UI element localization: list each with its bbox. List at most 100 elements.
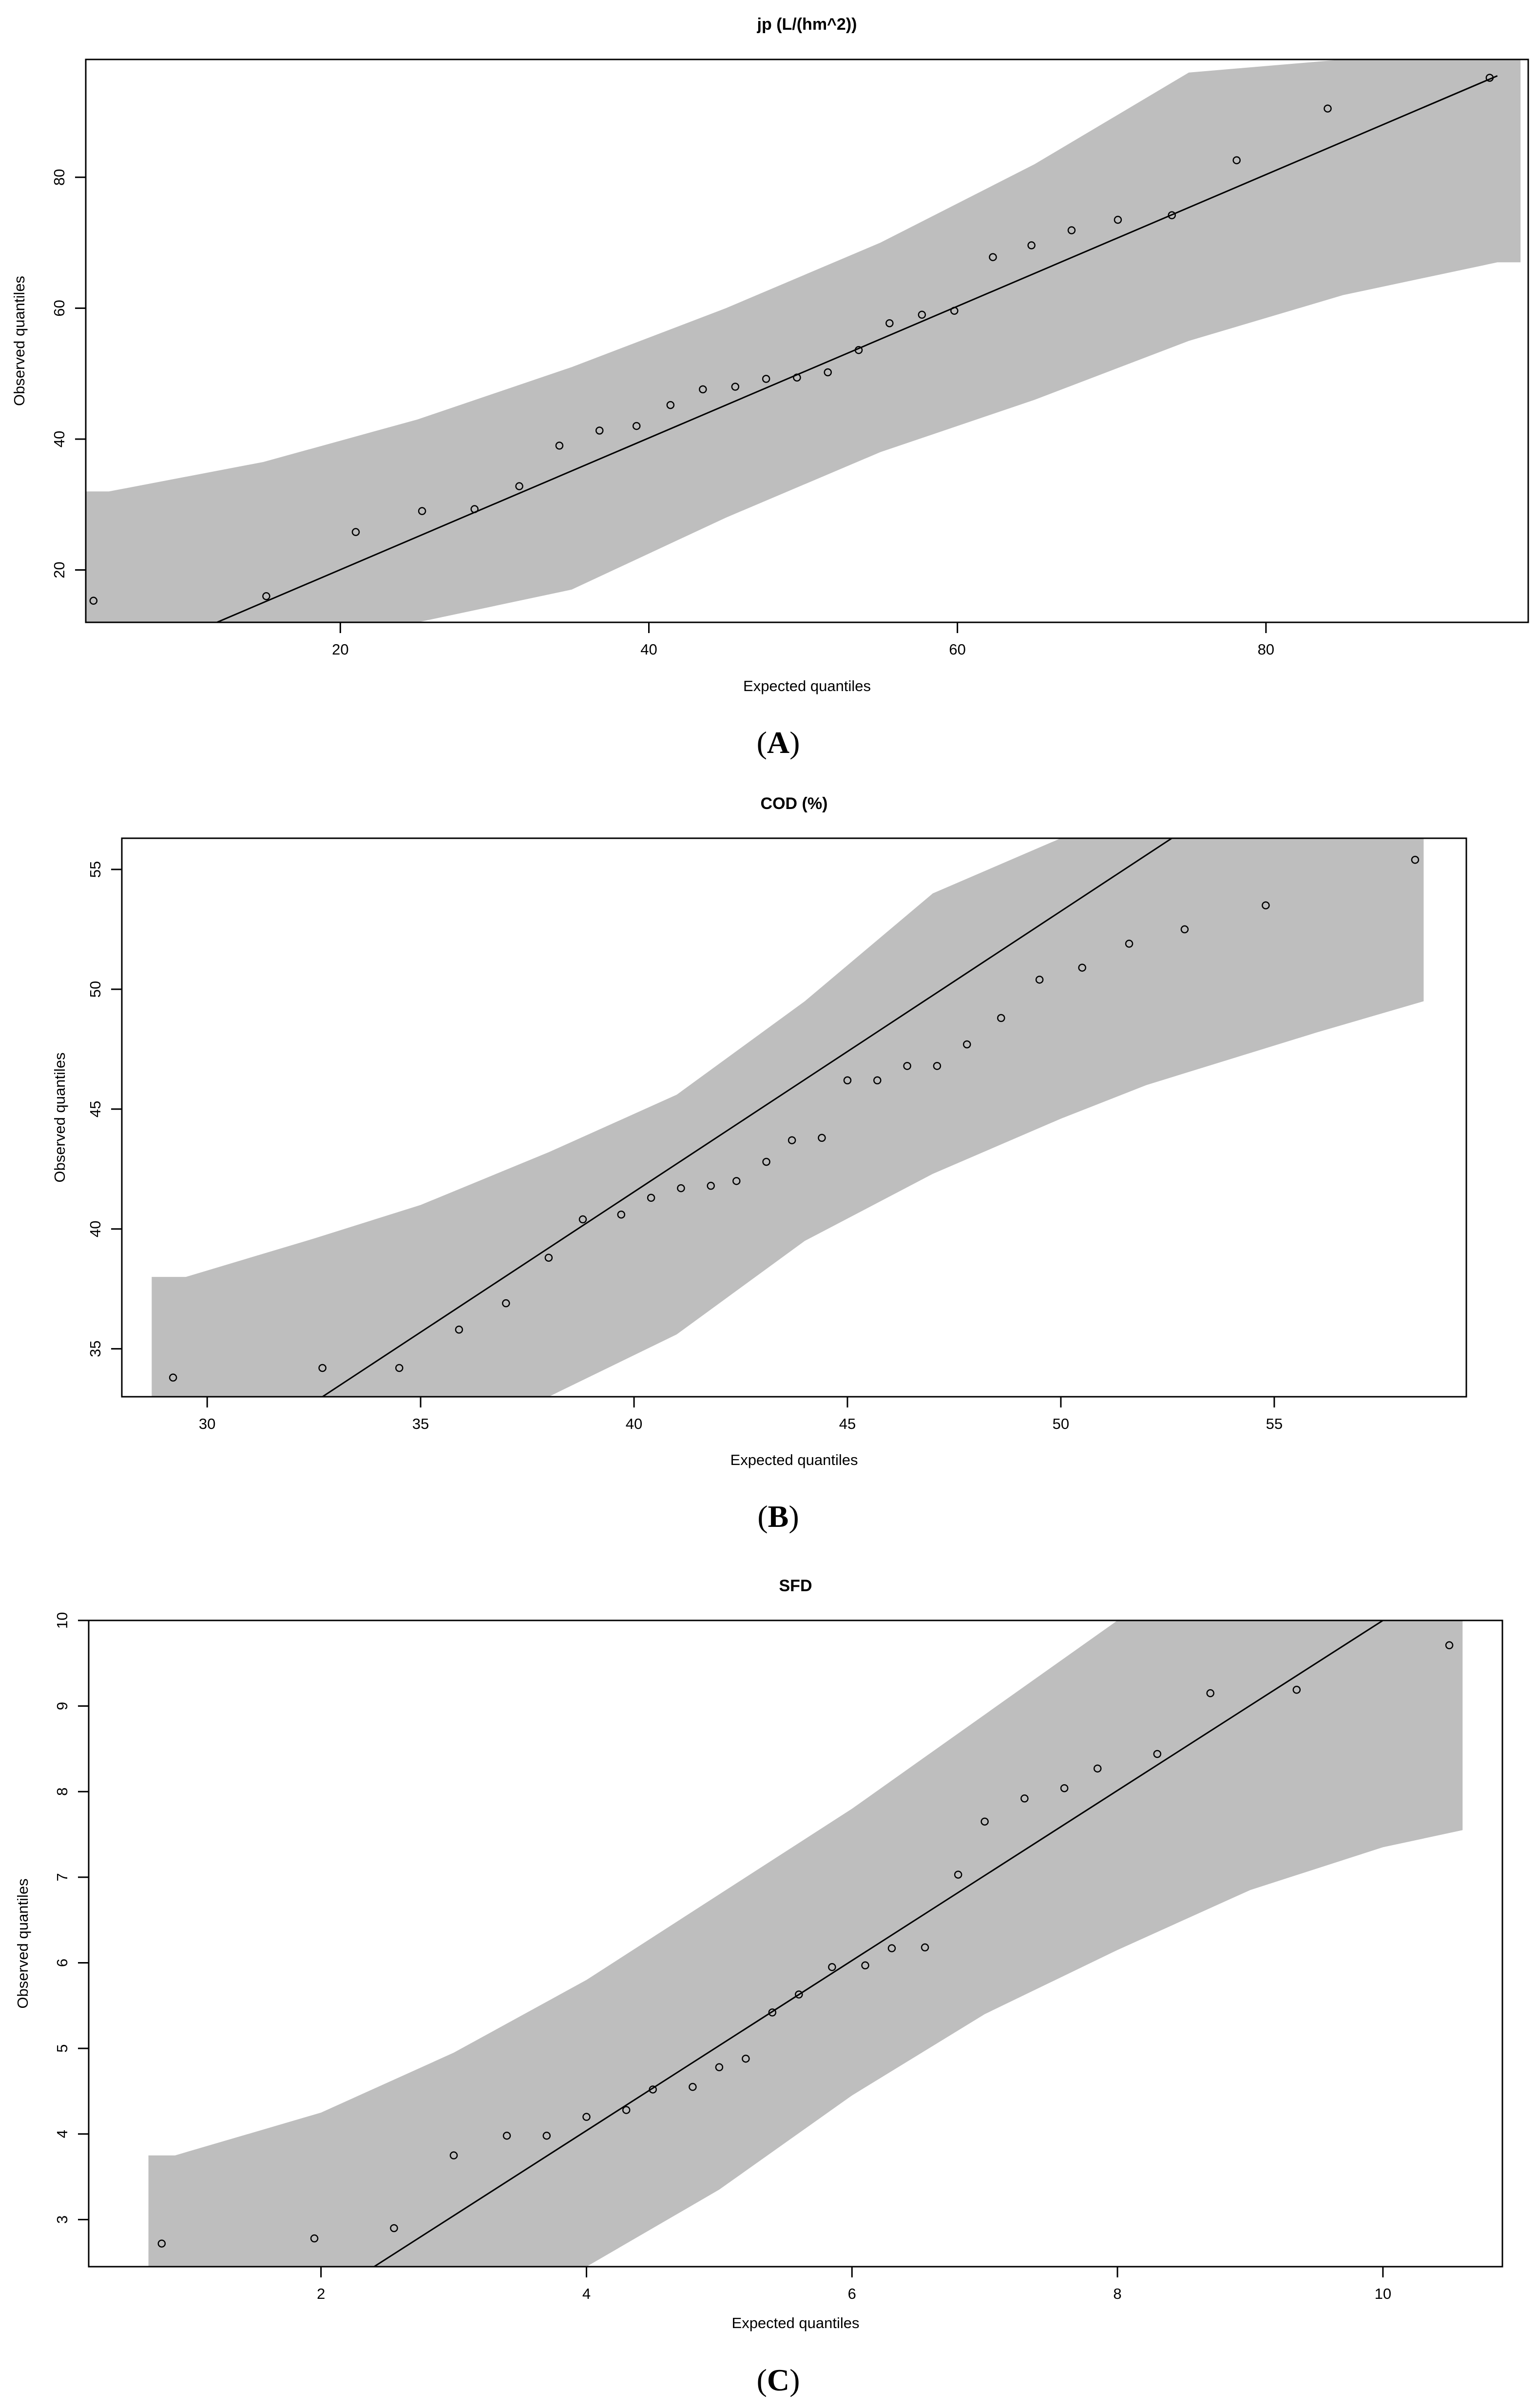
data-point [169,1373,177,1382]
data-point [418,507,426,515]
chart-title: COD (%) [761,794,828,813]
data-point [1180,925,1189,934]
data-point [828,1963,836,1971]
y-axis-title: Observed quantiles [14,1878,31,2008]
data-point [1020,1794,1029,1803]
y-tick-label: 40 [51,431,68,447]
data-point [997,1014,1005,1022]
data-point [1292,1686,1301,1694]
data-point [873,1076,882,1085]
data-point [793,373,801,382]
data-point [950,307,959,315]
data-point [1093,1764,1102,1773]
panel-caption: (A) [757,725,800,760]
data-point [795,1990,803,1999]
data-point [818,1134,826,1142]
y-tick-label: 9 [54,1702,71,1710]
data-point [742,2054,750,2063]
data-point [1035,975,1044,984]
data-point [1114,215,1122,224]
data-point [470,505,479,513]
qq-panel-b: 30 35 40 45 50 55 35 40 45 50 55 COD (%) Expected qu… [51,794,1467,1534]
panel-caption: (C) [757,2363,800,2397]
data-point [1445,1641,1454,1650]
data-point [1232,156,1241,165]
data-point [395,1364,403,1372]
data-point [933,1062,941,1070]
data-point [762,1157,770,1166]
y-tick-label: 20 [51,561,68,578]
data-point [768,2008,777,2017]
y-tick-label: 3 [54,2215,71,2224]
reference-line [322,838,1172,1397]
reference-line [373,1620,1383,2267]
data-point [1125,940,1134,948]
data-point [649,2085,657,2094]
data-point [542,2132,551,2140]
data-point [502,2132,511,2140]
data-point [390,2224,398,2233]
data-point [921,1943,929,1952]
data-point [89,597,98,605]
data-point [1060,1784,1069,1792]
data-point [1262,901,1270,909]
data-point [1485,74,1494,82]
data-point [1168,211,1176,219]
y-tick-label: 5 [54,2044,71,2053]
data-point [449,2151,458,2159]
data-point [582,2113,591,2121]
data-point [1324,104,1332,113]
data-point [861,1961,869,1970]
data-point [918,310,926,319]
data-point [578,1215,587,1224]
chart-title: SFD [779,1577,812,1595]
data-point [515,482,523,490]
y-tick-label: 6 [54,1959,71,1967]
y-tick-label: 80 [51,169,68,186]
data-point [555,442,564,450]
data-point [989,253,997,261]
confidence-band [148,1620,1463,2267]
x-tick-label: 40 [640,641,657,658]
data-point [731,383,740,391]
y-tick-label: 7 [54,1873,71,1881]
y-axis-title: Observed quantiles [51,1052,68,1182]
data-point [1078,963,1086,972]
y-tick-label: 40 [87,1220,104,1237]
qq-panel-a: 20 40 60 80 20 40 60 80 jp (L/(hm^2)) Expected qu… [11,15,1529,760]
data-point [962,1040,971,1049]
x-tick-label: 50 [1053,1415,1069,1432]
data-point [310,2234,319,2243]
x-axis-title: Expected quantiles [743,677,871,694]
x-tick-label: 2 [317,2285,325,2302]
x-tick-label: 8 [1113,2285,1121,2302]
data-point [903,1062,911,1070]
x-tick-label: 60 [949,641,965,658]
x-tick-label: 4 [582,2285,591,2302]
data-point [762,375,770,383]
data-point [502,1299,510,1308]
data-point [854,346,863,354]
data-point [455,1326,463,1334]
data-point [666,401,675,409]
data-point [699,385,707,394]
x-tick-label: 10 [1375,2285,1391,2302]
data-point [595,426,604,435]
x-axis-title: Expected quantiles [730,1451,858,1468]
data-point [954,1870,962,1879]
data-point [885,319,894,327]
data-point [157,2239,166,2248]
data-point [689,2082,697,2091]
x-tick-label: 80 [1258,641,1274,658]
reference-line [216,75,1498,622]
x-tick-label: 6 [848,2285,856,2302]
y-tick-label: 60 [51,300,68,316]
x-tick-label: 45 [839,1415,856,1432]
plot-frame [121,837,1467,1398]
data-point [647,1194,655,1202]
x-tick-label: 40 [626,1415,642,1432]
confidence-band [86,59,1521,622]
data-point [1411,856,1420,864]
data-point [824,368,832,377]
